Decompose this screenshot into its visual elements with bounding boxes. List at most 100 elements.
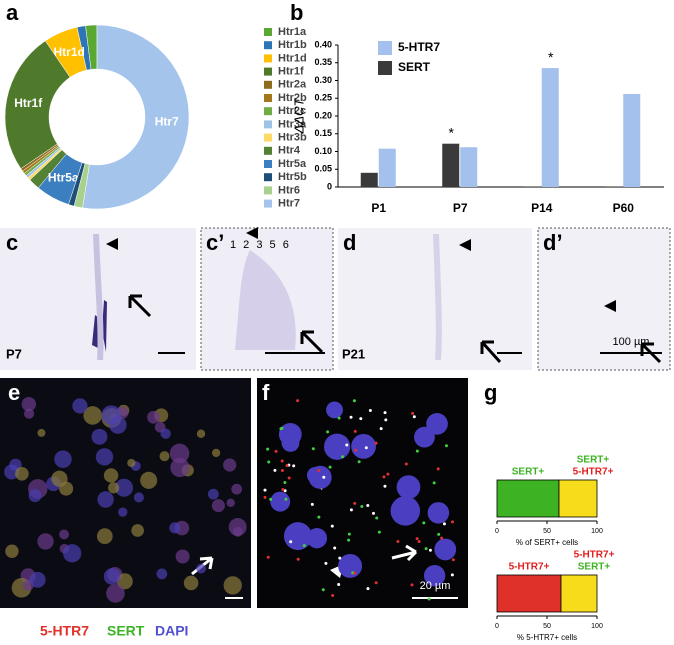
cell	[223, 576, 242, 595]
dot	[432, 481, 436, 485]
dot	[384, 418, 388, 422]
cell	[4, 464, 20, 480]
dot	[415, 537, 419, 541]
slice-label: Htr1f	[14, 96, 43, 110]
dot	[283, 489, 287, 493]
segment-label: SERT+	[577, 455, 610, 466]
dot	[324, 561, 328, 565]
dot	[412, 415, 416, 419]
dot	[345, 443, 349, 447]
cell	[106, 584, 125, 603]
legend-label: Htr1a	[278, 26, 307, 38]
legend-swatch	[264, 146, 272, 155]
dot	[279, 427, 283, 431]
dot	[368, 409, 372, 413]
dot	[374, 441, 378, 445]
legend-label: SERT	[398, 60, 431, 74]
y-tick-label: 0.30	[314, 75, 332, 85]
layer-labels: 1 2 3 5 6	[230, 239, 289, 251]
cell	[21, 396, 37, 412]
dot	[442, 522, 446, 526]
cell	[127, 458, 136, 468]
bar-segment	[496, 574, 562, 613]
segment-label: 5-HTR7+	[573, 467, 614, 478]
cell	[114, 478, 134, 497]
cell	[338, 553, 363, 578]
dot	[383, 484, 387, 488]
panel-label: c	[6, 230, 18, 255]
legend-swatch	[264, 133, 272, 142]
y-tick-label: 0	[327, 181, 332, 191]
cell	[140, 471, 158, 489]
y-tick-label: 0.35	[314, 57, 332, 67]
dot	[451, 558, 455, 562]
dot	[347, 538, 351, 542]
dot	[289, 540, 293, 544]
legend-swatch	[264, 186, 272, 195]
midline	[433, 233, 442, 361]
dot	[353, 571, 357, 575]
cell	[108, 482, 120, 494]
segment-label: SERT+	[512, 467, 545, 478]
bar	[378, 148, 396, 187]
cell	[396, 475, 421, 499]
cell	[159, 451, 170, 462]
cell	[426, 413, 448, 435]
dot	[440, 536, 444, 540]
cell	[211, 448, 221, 458]
dot	[331, 593, 335, 597]
y-tick-label: 0.15	[314, 128, 332, 138]
cell	[95, 448, 114, 466]
dot	[337, 582, 341, 586]
arrowhead	[604, 300, 616, 312]
x-tick-label: P14	[531, 201, 553, 215]
dot	[273, 468, 277, 472]
cell	[103, 468, 119, 483]
panel-label: d	[343, 230, 356, 255]
dot	[274, 449, 278, 453]
cell	[207, 488, 219, 500]
cell	[223, 458, 237, 472]
segment-label: 5-HTR7+	[509, 562, 550, 573]
age-label: P7	[6, 346, 22, 361]
x-tick-label: 50	[543, 623, 551, 630]
dot	[263, 488, 267, 492]
cell	[131, 524, 144, 537]
cell	[37, 428, 46, 437]
cell	[160, 428, 171, 439]
x-tick-label: 100	[591, 623, 603, 630]
legend-label: Htr4	[278, 145, 301, 157]
legend-swatch	[378, 41, 392, 55]
legend-swatch	[264, 107, 272, 116]
dot	[444, 444, 448, 448]
cell	[306, 466, 324, 484]
dot	[427, 597, 431, 601]
image-d-prime	[537, 227, 671, 371]
x-tick-label: P1	[371, 201, 386, 215]
cell	[270, 491, 291, 512]
x-tick-label: P60	[613, 201, 635, 215]
arrow	[480, 340, 502, 364]
cell	[101, 405, 122, 425]
panel-label: b	[290, 0, 303, 25]
scale-label: 100 µm	[613, 336, 650, 348]
cell	[283, 522, 312, 551]
dot	[338, 556, 342, 560]
panel-label: a	[6, 0, 19, 25]
arrowhead	[459, 239, 471, 251]
legend-label: Htr5b	[278, 171, 307, 183]
dot	[437, 532, 441, 536]
cell	[390, 496, 421, 526]
x-axis-label: % 5-HTR7+ cells	[517, 633, 577, 642]
legend-label: Htr7	[278, 198, 300, 210]
dot	[284, 497, 288, 501]
cell	[281, 433, 300, 452]
dot	[375, 516, 379, 520]
dot	[422, 521, 426, 525]
legend-label: Htr1b	[278, 39, 307, 51]
legend-swatch	[378, 61, 392, 75]
segment-label: SERT+	[578, 562, 611, 573]
cell	[232, 526, 243, 537]
segment-label: 5-HTR7+	[574, 550, 615, 561]
